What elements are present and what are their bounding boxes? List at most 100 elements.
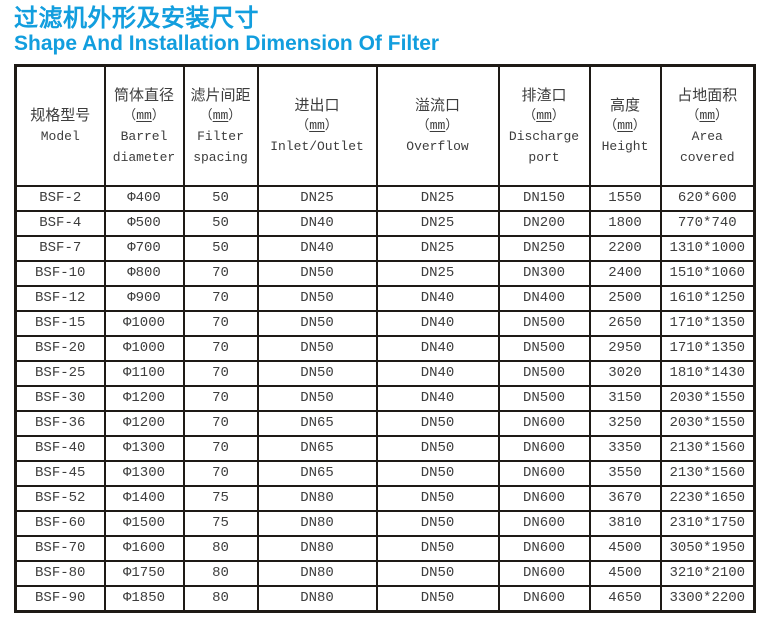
paren-close: ） [445,118,459,134]
unit-mm: mm [536,107,552,123]
table-row: BSF-90 Φ1850 80 DN80 DN50 DN600 4650 3300*2200 [14,584,756,612]
paren-open: （ [523,107,537,123]
table-cell: DN65 [256,409,378,437]
table-cell: 1710*1350 [659,334,756,362]
paren-open: （ [604,118,618,134]
header-unit: （mm） [107,106,182,126]
table-cell: DN50 [375,459,500,487]
page-title-en: Shape And Installation Dimension Of Filt… [14,32,440,55]
unit-mm: mm [617,118,633,134]
paren-open: （ [416,118,430,134]
table-cell: 1510*1060 [659,259,756,287]
table-row: BSF-2 Φ400 50 DN25 DN25 DN150 1550 620*600 [14,184,756,212]
table-cell: 4500 [588,534,662,562]
table-cell: DN50 [375,484,500,512]
table-cell: DN200 [497,209,591,237]
table-cell: BSF-52 [14,484,106,512]
table-cell: BSF-36 [14,409,106,437]
table-row: BSF-45 Φ1300 70 DN65 DN50 DN600 3550 2130*1560 [14,459,756,487]
table-cell: 70 [182,359,259,387]
table-cell: DN600 [497,409,591,437]
table-cell: DN600 [497,584,591,612]
table-cell: Φ1850 [103,584,185,612]
table-cell: 3020 [588,359,662,387]
table-cell: BSF-4 [14,209,106,237]
table-cell: DN600 [497,434,591,462]
table-cell: 3300*2200 [659,584,756,612]
table-cell: DN40 [375,309,500,337]
table-cell: BSF-60 [14,509,106,537]
table-cell: DN50 [375,434,500,462]
header-label-en: Area covered [679,128,735,165]
table-cell: DN40 [375,284,500,312]
table-cell: DN80 [256,484,378,512]
table-cell: 2230*1650 [659,484,756,512]
table-cell: DN50 [375,409,500,437]
table-cell: DN40 [375,334,500,362]
table-cell: 70 [182,459,259,487]
table-cell: DN50 [375,559,500,587]
table-cell: DN80 [256,534,378,562]
table-cell: Φ1750 [103,559,185,587]
table-cell: BSF-15 [14,309,106,337]
table-cell: 50 [182,209,259,237]
paren-close: ） [715,107,729,123]
unit-mm: mm [212,107,229,123]
column-header-inlet-outlet: 进出口 （mm） Inlet/Outlet [256,64,378,187]
table-cell: 3250 [588,409,662,437]
filter-dimensions-table: 规格型号 Model 筒体直径 （mm） Barrel diameter 滤片间… [14,64,756,613]
paren-close: ） [632,118,646,134]
table-cell: Φ1200 [103,409,185,437]
unit-mm: mm [136,107,152,123]
table-cell: DN25 [375,234,500,262]
table-cell: Φ1500 [103,509,185,537]
table-cell: 1550 [588,184,662,212]
table-row: BSF-52 Φ1400 75 DN80 DN50 DN600 3670 2230*1650 [14,484,756,512]
table-cell: BSF-70 [14,534,106,562]
header-label-zh: 筒体直径 [113,85,174,104]
column-header-filter-spacing: 滤片间距 （mm） Filter spacing [182,64,259,187]
header-label-en: Height [601,139,649,155]
table-cell: 70 [182,434,259,462]
header-label-zh: 溢流口 [414,96,460,115]
table-cell: 80 [182,534,259,562]
header-label-zh: 高度 [609,96,640,115]
table-cell: 4500 [588,559,662,587]
table-cell: DN50 [256,309,378,337]
table-cell: 620*600 [659,184,756,212]
table-cell: Φ900 [103,284,185,312]
table-cell: 70 [182,384,259,412]
column-header-overflow: 溢流口 （mm） Overflow [375,64,500,187]
unit-mm: mm [429,118,446,134]
table-cell: BSF-40 [14,434,106,462]
table-cell: DN50 [256,334,378,362]
table-cell: DN25 [375,209,500,237]
table-cell: DN80 [256,584,378,612]
table-cell: BSF-12 [14,284,106,312]
unit-mm: mm [699,107,716,123]
table-cell: 2500 [588,284,662,312]
table-cell: DN600 [497,559,591,587]
table-cell: DN250 [497,234,591,262]
table-cell: DN50 [375,509,500,537]
header-unit: （mm） [186,106,256,126]
table-cell: DN40 [375,384,500,412]
table-cell: BSF-80 [14,559,106,587]
table-cell: DN400 [497,284,591,312]
table-cell: 3050*1950 [659,534,756,562]
header-unit: （mm） [501,106,588,126]
header-unit: （mm） [379,116,497,136]
table-cell: DN150 [497,184,591,212]
table-cell: 3810 [588,509,662,537]
table-cell: DN600 [497,509,591,537]
table-cell: 50 [182,184,259,212]
table-row: BSF-80 Φ1750 80 DN80 DN50 DN600 4500 3210*2100 [14,559,756,587]
unit-mm: mm [309,118,325,134]
header-unit: （mm） [260,116,375,136]
table-cell: BSF-25 [14,359,106,387]
table-cell: DN500 [497,384,591,412]
header-label-zh: 滤片间距 [190,85,251,104]
header-label-en: Inlet/Outlet [270,139,364,155]
header-label-zh: 排渣口 [521,85,567,104]
